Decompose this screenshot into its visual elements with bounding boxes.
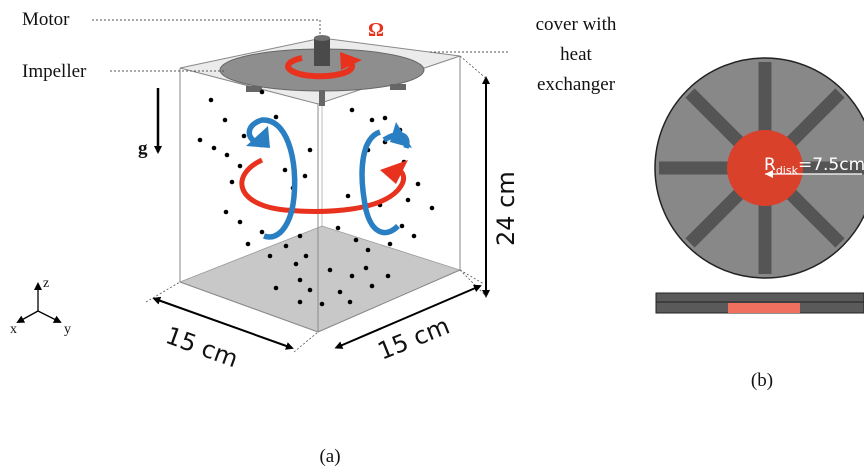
radius-arrow-head: [765, 170, 773, 178]
blue-vortex-left-head: [246, 126, 270, 148]
box-floor: [178, 225, 462, 333]
height-dim-top-guide: [459, 55, 489, 81]
red-swirl-arrowhead: [380, 160, 408, 184]
radius-value: =7.5cm: [798, 155, 864, 175]
panel-a: 24 cm 15 cm 15 cm Motor Impeller Ω cover…: [10, 9, 617, 467]
height-dim-bottom-guide: [459, 269, 489, 299]
width-right-dimension-arrow: [334, 284, 482, 349]
width-left-guide-1: [145, 281, 181, 303]
impeller-blade-left: [246, 86, 262, 92]
cover-label-line1: cover with: [536, 14, 617, 35]
cover-label-line3: exchanger: [537, 74, 616, 95]
axis-z-label: z: [43, 276, 49, 291]
omega-rotation-arrow: [285, 55, 355, 80]
radius-label: Rdisk=7.5cm: [764, 155, 864, 177]
radius-subscript: disk: [776, 164, 799, 177]
cover-label-line2: heat: [560, 44, 592, 65]
axis-x-label: x: [10, 322, 17, 337]
radius-symbol: R: [764, 155, 776, 175]
width-right-guide: [459, 269, 485, 285]
disk-side-view-center: [728, 303, 800, 313]
width-left-label: 15 cm: [162, 321, 242, 373]
impeller-blade-right: [390, 84, 406, 90]
omega-arrow-head: [340, 52, 362, 70]
particles: [197, 89, 435, 307]
motor-shaft: [314, 38, 330, 66]
blue-vortex-right-head: [390, 122, 412, 148]
disk-center: [727, 130, 803, 206]
motor-shaft-top: [314, 35, 330, 41]
panel-b: Rdisk=7.5cm (b): [654, 57, 864, 391]
width-left-guide-2: [293, 331, 319, 353]
axis-y-label: y: [64, 322, 71, 337]
width-right-label: 15 cm: [374, 312, 454, 366]
width-left-dimension-arrow: [152, 296, 294, 350]
impeller-blade-front: [319, 90, 325, 106]
height-label: 24 cm: [492, 171, 520, 246]
red-swirl-flow: [239, 157, 406, 214]
axes-triad: [16, 282, 62, 323]
caption-a: (a): [319, 446, 340, 467]
impeller-label: Impeller: [22, 61, 87, 82]
omega-label: Ω: [368, 19, 384, 41]
blue-vortex-left: [246, 117, 298, 240]
motor-label: Motor: [22, 9, 70, 30]
gravity-label: g: [138, 138, 148, 159]
caption-b: (b): [751, 370, 773, 391]
